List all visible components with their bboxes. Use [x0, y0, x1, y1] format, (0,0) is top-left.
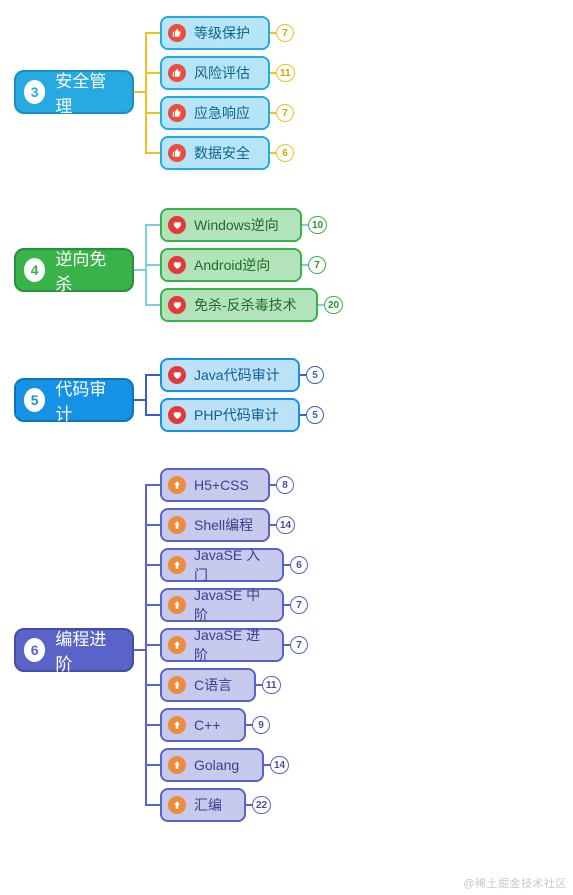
up-arrow-icon [168, 796, 186, 814]
root-number: 5 [24, 388, 45, 412]
up-arrow-icon [168, 756, 186, 774]
child-label: JavaSE 入门 [194, 545, 268, 585]
root-number: 4 [24, 258, 45, 282]
child-label: 免杀-反杀毒技术 [194, 295, 297, 315]
heart-icon [168, 216, 186, 234]
thumbs-up-icon [168, 64, 186, 82]
child-node[interactable]: Golang [160, 748, 264, 782]
count-badge: 7 [290, 636, 308, 654]
child-label: 应急响应 [194, 103, 250, 123]
thumbs-up-icon [168, 104, 186, 122]
count-badge: 5 [306, 366, 324, 384]
count-badge: 7 [276, 104, 294, 122]
up-arrow-icon [168, 556, 186, 574]
heart-icon [168, 406, 186, 424]
root-node[interactable]: 4 逆向免杀 [14, 248, 134, 292]
child-label: PHP代码审计 [194, 405, 279, 425]
count-badge: 6 [276, 144, 294, 162]
child-node[interactable]: 汇编 [160, 788, 246, 822]
up-arrow-icon [168, 636, 186, 654]
child-label: JavaSE 中阶 [194, 585, 268, 625]
count-badge: 22 [252, 796, 271, 814]
up-arrow-icon [168, 516, 186, 534]
child-label: 数据安全 [194, 143, 250, 163]
root-node[interactable]: 6 编程进阶 [14, 628, 134, 672]
heart-icon [168, 256, 186, 274]
child-node[interactable]: 免杀-反杀毒技术 [160, 288, 318, 322]
root-number: 3 [24, 80, 45, 104]
mindmap-canvas: @稀土掘金技术社区 3 安全管理 等级保护 7 风险评估 11 应急响应 7 数据安全 6 4 逆向免… [0, 0, 573, 895]
root-number: 6 [24, 638, 45, 662]
count-badge: 8 [276, 476, 294, 494]
child-label: Android逆向 [194, 255, 270, 275]
child-node[interactable]: 风险评估 [160, 56, 270, 90]
child-node[interactable]: Windows逆向 [160, 208, 302, 242]
child-node[interactable]: 等级保护 [160, 16, 270, 50]
child-label: H5+CSS [194, 477, 249, 493]
up-arrow-icon [168, 596, 186, 614]
child-label: Windows逆向 [194, 215, 279, 235]
count-badge: 11 [276, 64, 295, 82]
child-label: Golang [194, 757, 239, 773]
child-label: 风险评估 [194, 63, 250, 83]
count-badge: 7 [308, 256, 326, 274]
count-badge: 14 [276, 516, 295, 534]
count-badge: 5 [306, 406, 324, 424]
count-badge: 6 [290, 556, 308, 574]
up-arrow-icon [168, 476, 186, 494]
child-label: Java代码审计 [194, 365, 280, 385]
thumbs-up-icon [168, 144, 186, 162]
count-badge: 11 [262, 676, 281, 694]
count-badge: 10 [308, 216, 327, 234]
child-node[interactable]: JavaSE 进阶 [160, 628, 284, 662]
watermark: @稀土掘金技术社区 [463, 875, 567, 891]
thumbs-up-icon [168, 24, 186, 42]
count-badge: 7 [276, 24, 294, 42]
count-badge: 14 [270, 756, 289, 774]
child-node[interactable]: H5+CSS [160, 468, 270, 502]
child-label: 等级保护 [194, 23, 250, 43]
heart-icon [168, 296, 186, 314]
child-node[interactable]: 应急响应 [160, 96, 270, 130]
child-label: JavaSE 进阶 [194, 625, 268, 665]
root-title: 逆向免杀 [55, 245, 116, 295]
child-node[interactable]: 数据安全 [160, 136, 270, 170]
root-title: 编程进阶 [55, 625, 116, 675]
child-node[interactable]: Java代码审计 [160, 358, 300, 392]
count-badge: 7 [290, 596, 308, 614]
child-node[interactable]: PHP代码审计 [160, 398, 300, 432]
child-label: C++ [194, 717, 220, 733]
child-node[interactable]: Shell编程 [160, 508, 270, 542]
root-title: 代码审计 [55, 375, 116, 425]
child-label: 汇编 [194, 795, 222, 815]
child-label: Shell编程 [194, 515, 253, 535]
root-node[interactable]: 3 安全管理 [14, 70, 134, 114]
child-node[interactable]: JavaSE 入门 [160, 548, 284, 582]
root-node[interactable]: 5 代码审计 [14, 378, 134, 422]
count-badge: 9 [252, 716, 270, 734]
root-title: 安全管理 [55, 67, 116, 117]
count-badge: 20 [324, 296, 343, 314]
child-label: C语言 [194, 675, 232, 695]
heart-icon [168, 366, 186, 384]
up-arrow-icon [168, 676, 186, 694]
up-arrow-icon [168, 716, 186, 734]
child-node[interactable]: C++ [160, 708, 246, 742]
child-node[interactable]: C语言 [160, 668, 256, 702]
child-node[interactable]: Android逆向 [160, 248, 302, 282]
child-node[interactable]: JavaSE 中阶 [160, 588, 284, 622]
